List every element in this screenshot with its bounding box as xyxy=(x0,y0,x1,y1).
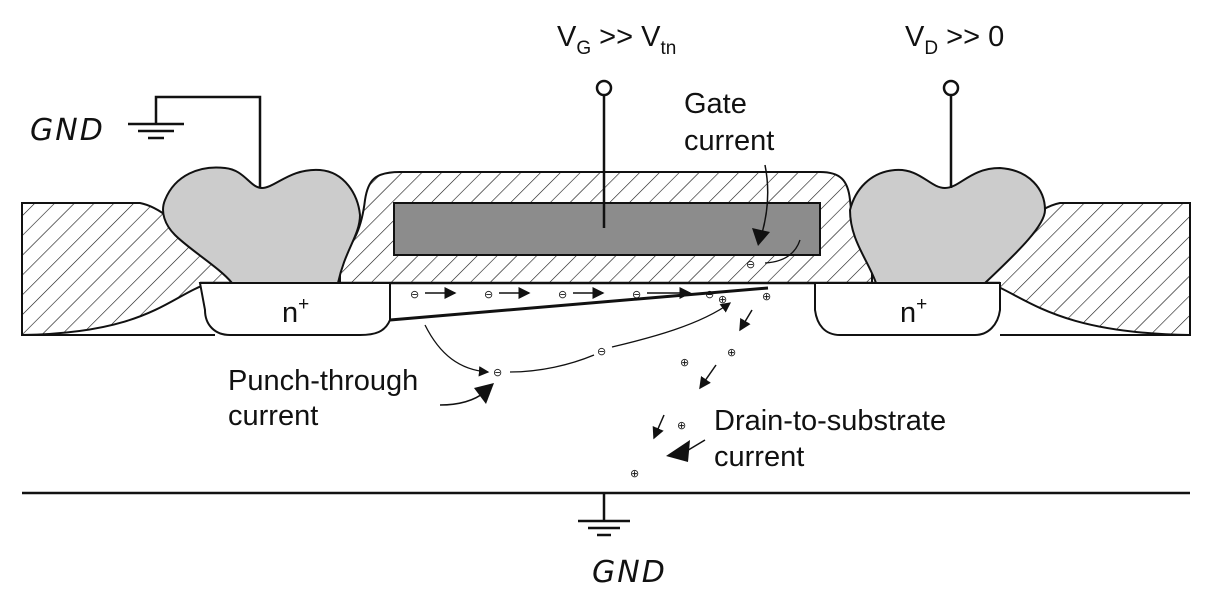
substrate-holes: ⊕ ⊕ ⊕ ⊕ xyxy=(630,309,753,480)
n-plus-drain-label: n+ xyxy=(900,294,927,329)
electron-1: ⊖ xyxy=(410,288,419,301)
electron-3: ⊖ xyxy=(558,288,567,301)
electron-4: ⊖ xyxy=(632,288,641,301)
source-contact xyxy=(162,166,362,284)
hole-4: ⊕ xyxy=(680,356,689,369)
gnd-label-top: GND xyxy=(30,113,105,148)
hole-3: ⊕ xyxy=(727,346,736,359)
punch-through-channel-line xyxy=(389,286,769,322)
electron-5: ⊖ xyxy=(705,288,714,301)
punch-through-label-1: Punch-through xyxy=(228,365,418,397)
punch-through-path-1 xyxy=(424,324,490,377)
punch-through-label-arrow xyxy=(439,391,486,406)
gate-terminal xyxy=(595,79,613,97)
ground-symbol-bottom xyxy=(578,493,630,537)
gate-current-label-2: current xyxy=(684,125,774,157)
punch-through-path-3 xyxy=(611,302,732,348)
drain-substrate-label-1: Drain-to-substrate xyxy=(714,405,946,437)
source-gnd-wire xyxy=(154,95,262,188)
gate-current-arrowhead xyxy=(752,228,770,246)
hole-1: ⊕ xyxy=(718,293,727,306)
ground-symbol-top xyxy=(128,122,184,140)
n-plus-source xyxy=(198,282,391,336)
drain-voltage-label: VD >> 0 xyxy=(905,21,1004,59)
hole-2: ⊕ xyxy=(762,290,771,303)
punch-through-label-arrowhead xyxy=(474,383,494,404)
drain-substrate-label-2: current xyxy=(714,441,804,473)
drain-substrate-label-arrow xyxy=(684,439,706,453)
electron-gate: ⊖ xyxy=(746,258,755,271)
drain-contact xyxy=(848,166,1047,284)
gate-electrode xyxy=(393,202,821,256)
electron-punch-2: ⊖ xyxy=(597,345,606,358)
hole-6: ⊕ xyxy=(630,467,639,480)
gnd-label-bottom: GND xyxy=(592,555,667,590)
n-plus-source-label: n+ xyxy=(282,294,309,329)
channel-electrons: ⊖ ⊖ ⊖ ⊖ ⊖ ⊕ ⊕ xyxy=(410,287,771,306)
electron-punch-1: ⊖ xyxy=(493,366,502,379)
punch-through-label-2: current xyxy=(228,400,318,432)
gate-current-label-1: Gate xyxy=(684,88,747,120)
gate-voltage-label: VG >> Vtn xyxy=(557,21,676,59)
drain-substrate-label-arrowhead xyxy=(666,440,690,462)
gate-electron-path xyxy=(764,239,801,264)
punch-through-path-2 xyxy=(509,354,595,373)
electron-2: ⊖ xyxy=(484,288,493,301)
drain-terminal xyxy=(942,79,960,97)
n-plus-drain xyxy=(814,282,1001,336)
hole-5: ⊕ xyxy=(677,419,686,432)
